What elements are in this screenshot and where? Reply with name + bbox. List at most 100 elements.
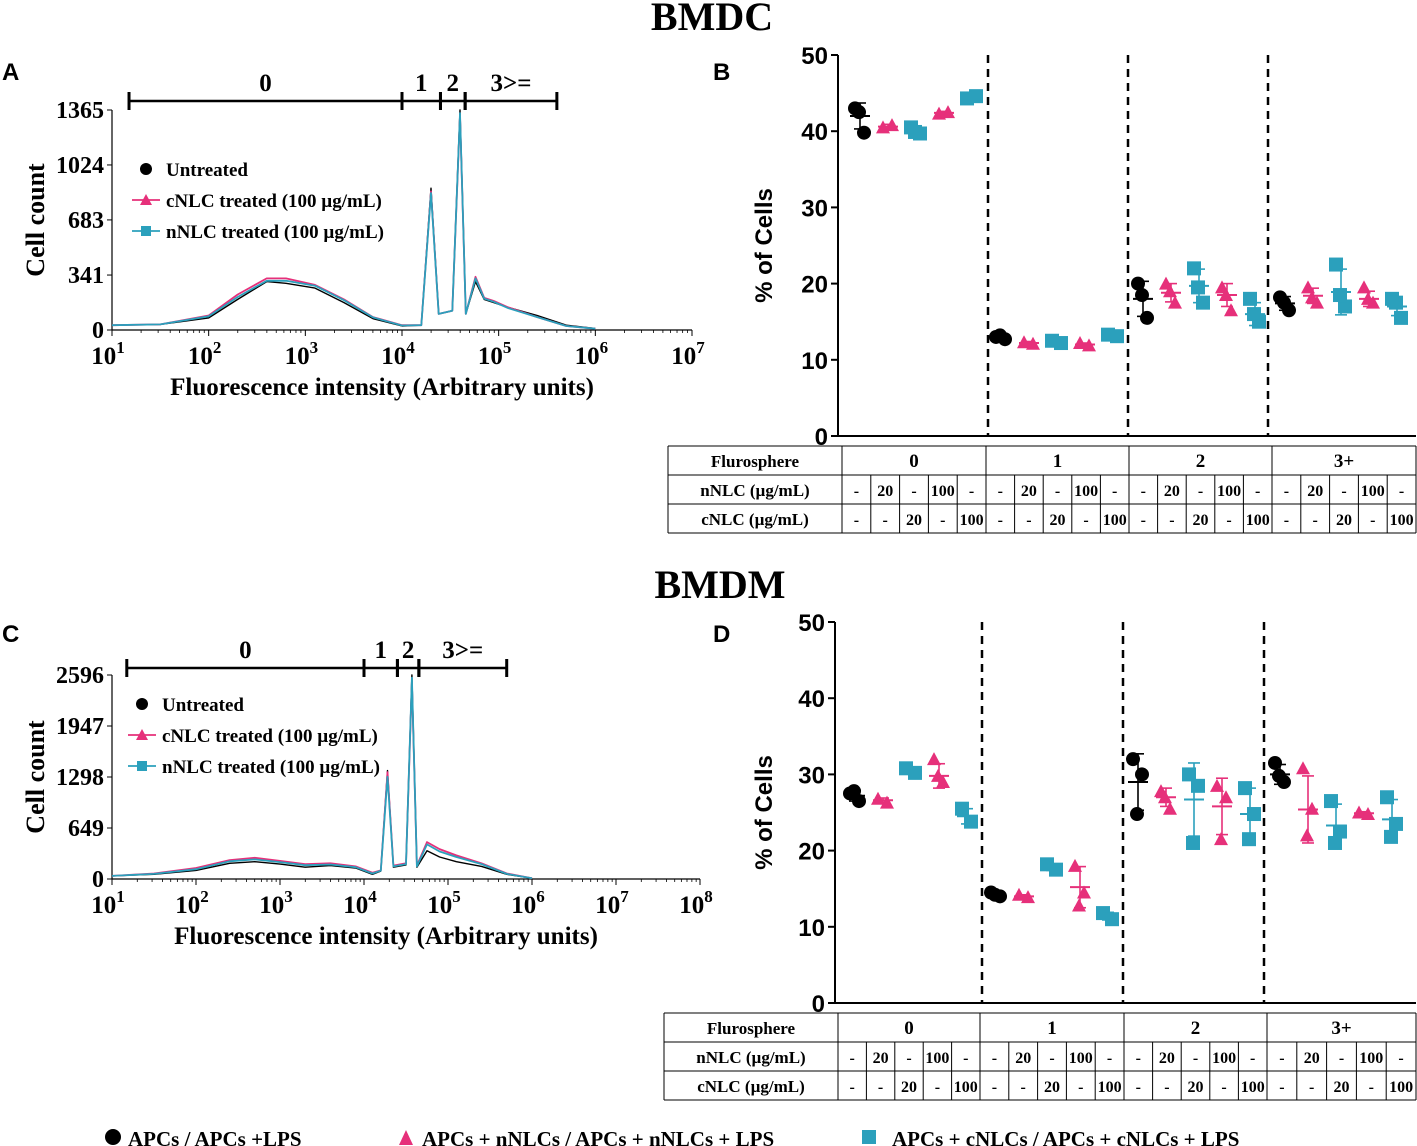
table-cell-cnlc: - (1078, 1079, 1083, 1096)
legend-label-nnlc: APCs + nNLCs / APCs + nNLCs + LPS (422, 1127, 774, 1146)
table-cell-nnlc: - (1198, 483, 1203, 500)
table-group-header: 1 (1053, 451, 1063, 472)
data-point-circle (1126, 752, 1140, 767)
y-tick-label: 341 (68, 263, 104, 289)
data-point-triangle (1021, 890, 1035, 904)
table-cell-cnlc: 20 (1334, 1079, 1350, 1096)
x-tick-label: 106 (511, 887, 545, 919)
data-point-square (1333, 824, 1347, 839)
x-tick-label: 108 (679, 887, 713, 919)
table-cell-nnlc: 20 (1164, 483, 1180, 500)
data-point-square (908, 765, 922, 780)
table-cell-cnlc: - (854, 512, 859, 529)
table-group-header: 3+ (1331, 1018, 1351, 1039)
data-point-square (1389, 295, 1403, 310)
data-point-circle (1272, 768, 1286, 783)
bottom-legend: APCs / APCs +LPS APCs + nNLCs / APCs + n… (105, 1127, 1239, 1146)
data-point-circle (1268, 755, 1282, 770)
data-point-triangle (1357, 280, 1371, 294)
legend-untreated-marker (140, 163, 152, 175)
x-tick-label: 104 (381, 338, 415, 370)
table-cell-nnlc: - (1279, 1050, 1284, 1067)
data-point-triangle (1305, 801, 1319, 815)
table-cell-cnlc: 100 (954, 1079, 978, 1096)
table-cell-nnlc: - (850, 1050, 855, 1067)
legend-label: Untreated (162, 695, 244, 716)
histogram-panel-c: 101 102 103 104 105 106 107 1080649129819472596… (21, 637, 713, 950)
table-cell-cnlc: - (1083, 512, 1088, 529)
x-tick-label: 105 (478, 338, 511, 370)
legend-triangle-marker (399, 1130, 413, 1145)
table-cell-cnlc: - (1279, 1079, 1284, 1096)
data-point-triangle (1224, 303, 1238, 317)
table-cell-cnlc: 100 (960, 512, 984, 529)
table-group-header: 1 (1047, 1018, 1057, 1039)
y-tick-label: 30 (798, 762, 825, 789)
legend-label-cnlc: APCs + cNLCs / APCs + cNLCs + LPS (892, 1127, 1239, 1146)
data-point-square (955, 801, 969, 816)
table-cell-nnlc: - (1193, 1050, 1198, 1067)
data-point-circle (1135, 767, 1149, 782)
table-cell-cnlc: - (1284, 512, 1289, 529)
table-row-label: cNLC (µg/mL) (701, 510, 809, 529)
x-tick-label: 103 (259, 887, 293, 919)
data-point-circle (857, 125, 871, 140)
y-tick-label: 20 (798, 839, 825, 866)
y-tick-label: 40 (801, 119, 828, 146)
data-point-square (1243, 291, 1257, 306)
table-cell-nnlc: - (854, 483, 859, 500)
table-cell-nnlc: - (1399, 483, 1404, 500)
panel-letter-b: B (713, 59, 730, 86)
data-point-square (1186, 835, 1200, 850)
data-point-square (1110, 329, 1124, 344)
table-cell-nnlc: - (1339, 1050, 1344, 1067)
table-row-label: cNLC (µg/mL) (697, 1077, 805, 1096)
y-tick-label: 10 (798, 915, 825, 942)
table-cell-nnlc: - (911, 483, 916, 500)
y-axis-label: % of Cells (751, 188, 778, 303)
title-bmdc: BMDC (651, 0, 773, 39)
y-axis-label: % of Cells (751, 755, 778, 870)
table-cell-cnlc: - (1370, 512, 1375, 529)
data-point-circle (988, 887, 1002, 902)
data-point-square (1329, 257, 1343, 272)
table-cell-cnlc: - (1026, 512, 1031, 529)
x-axis-label: Fluorescence intensity (Arbitrary units) (174, 923, 598, 950)
x-tick-label: 104 (343, 887, 377, 919)
y-tick-label: 10 (801, 348, 828, 375)
data-point-square (1182, 767, 1196, 782)
data-point-square (1380, 790, 1394, 805)
table-cell-nnlc: - (1398, 1050, 1403, 1067)
data-point-triangle (1219, 288, 1233, 302)
data-point-triangle (1305, 290, 1319, 304)
data-point-triangle (880, 795, 894, 809)
table-group-header: 0 (909, 451, 919, 472)
table-cell-nnlc: 100 (931, 483, 955, 500)
table-cell-cnlc: 100 (1241, 1079, 1265, 1096)
x-tick-label: 106 (575, 338, 609, 370)
x-tick-label: 103 (285, 338, 319, 370)
y-tick-label: 2596 (56, 663, 104, 689)
data-point-circle (847, 784, 861, 799)
data-point-square (908, 124, 922, 139)
table-cell-nnlc: - (1141, 483, 1146, 500)
data-point-triangle (1214, 832, 1228, 846)
table-cell-cnlc: 20 (1193, 512, 1209, 529)
table-cell-nnlc: - (1284, 483, 1289, 500)
data-point-square (1247, 807, 1261, 822)
data-point-square (1196, 295, 1210, 310)
table-cell-cnlc: 20 (901, 1079, 917, 1096)
table-cell-nnlc: - (1107, 1050, 1112, 1067)
x-axis-label: Fluorescence intensity (Arbitrary units) (170, 374, 594, 401)
gate-label: 0 (259, 70, 272, 97)
table-cell-cnlc: - (935, 1079, 940, 1096)
y-tick-label: 50 (801, 43, 828, 70)
table-cell-cnlc: - (1313, 512, 1318, 529)
data-point-square (1191, 280, 1205, 295)
table-row-label: Flurosphere (707, 1019, 796, 1038)
legend-label-apcs: APCs / APCs +LPS (128, 1127, 302, 1146)
panel-letter-a: A (2, 59, 19, 86)
data-point-square (1247, 307, 1261, 322)
data-point-triangle (1163, 801, 1177, 815)
data-point-triangle (1072, 898, 1086, 912)
